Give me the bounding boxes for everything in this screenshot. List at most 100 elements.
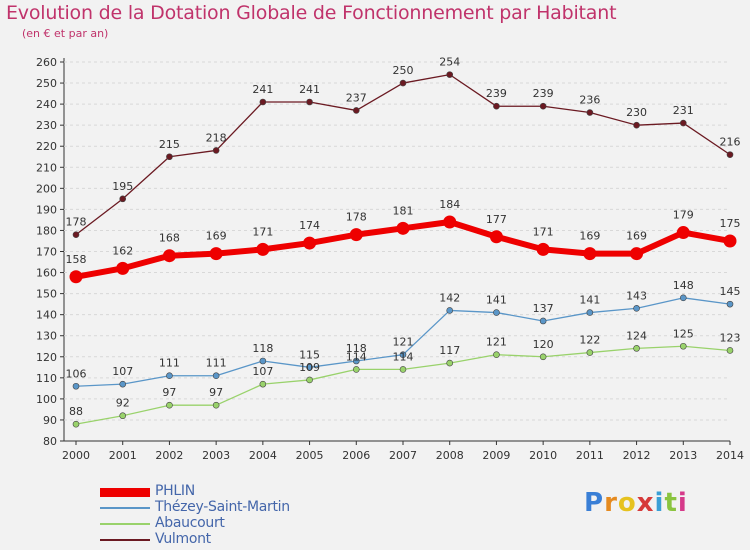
data-point: [212, 372, 220, 380]
x-tick-label: 2007: [389, 449, 417, 462]
data-point: [352, 107, 360, 114]
logo-letter: o: [617, 488, 637, 518]
legend-swatch: [100, 507, 150, 509]
data-label: 236: [579, 94, 600, 107]
x-tick-label: 2001: [109, 449, 137, 462]
data-point: [679, 342, 687, 350]
chart-subtitle: (en € et par an): [22, 27, 109, 40]
data-point: [399, 366, 407, 373]
data-point: [259, 380, 267, 388]
y-tick-label: 90: [43, 414, 57, 427]
data-point: [166, 153, 173, 161]
data-label: 254: [439, 56, 460, 69]
y-tick-label: 220: [36, 140, 57, 153]
y-tick-label: 230: [36, 119, 57, 132]
data-point: [446, 307, 454, 314]
y-tick-label: 200: [36, 182, 57, 195]
data-label: 120: [533, 338, 554, 351]
data-label: 118: [252, 342, 273, 355]
data-label: 123: [720, 331, 741, 344]
data-point: [679, 119, 687, 127]
data-label: 237: [346, 91, 367, 104]
y-tick-label: 240: [36, 98, 57, 111]
data-point: [633, 345, 640, 352]
legend-swatch: [100, 539, 150, 541]
data-point: [493, 102, 500, 110]
x-tick-label: 2009: [482, 449, 510, 462]
data-label: 179: [673, 209, 694, 222]
logo-letter: i: [677, 488, 688, 518]
data-point: [396, 221, 410, 235]
data-point: [119, 412, 127, 420]
data-point: [212, 401, 220, 409]
data-label: 178: [346, 211, 367, 224]
data-point: [630, 247, 644, 261]
data-point: [586, 349, 594, 356]
data-label: 177: [486, 213, 507, 226]
data-label: 121: [393, 336, 414, 349]
data-label: 241: [252, 83, 273, 96]
y-tick-label: 160: [36, 267, 57, 280]
data-point: [536, 242, 550, 256]
data-label: 115: [299, 348, 320, 361]
data-label: 169: [206, 230, 227, 243]
y-tick-label: 170: [36, 246, 57, 259]
data-point: [399, 351, 407, 358]
data-point: [723, 234, 737, 248]
y-tick-label: 250: [36, 77, 57, 90]
logo-letter: t: [664, 488, 678, 518]
data-label: 111: [159, 357, 180, 370]
legend-label: Abaucourt: [155, 515, 225, 531]
y-tick-label: 150: [36, 288, 57, 301]
data-label: 216: [720, 136, 741, 149]
logo-letter: r: [604, 488, 618, 518]
data-point: [256, 242, 270, 256]
data-label: 184: [439, 198, 460, 211]
data-label: 181: [393, 204, 414, 217]
logo-letter: P: [584, 488, 605, 518]
data-point: [212, 147, 220, 154]
data-point: [676, 226, 690, 240]
data-point: [539, 102, 547, 110]
data-point: [446, 71, 454, 78]
data-label: 178: [66, 216, 87, 229]
data-label: 145: [720, 285, 741, 298]
data-point: [72, 382, 80, 390]
y-tick-label: 180: [36, 224, 57, 237]
data-label: 118: [346, 342, 367, 355]
data-label: 231: [673, 104, 694, 117]
data-label: 239: [533, 87, 554, 100]
logo-letter: x: [636, 488, 655, 518]
data-label: 88: [69, 405, 83, 418]
data-point: [726, 151, 734, 158]
data-label: 141: [579, 294, 600, 307]
data-label: 174: [299, 219, 320, 232]
data-label: 125: [673, 327, 694, 340]
data-label: 169: [579, 230, 600, 243]
data-label: 230: [626, 106, 647, 119]
chart-title: Evolution de la Dotation Globale de Fonc…: [6, 2, 617, 24]
data-point: [69, 270, 83, 284]
data-label: 215: [159, 138, 180, 151]
data-point: [119, 380, 127, 388]
data-point: [586, 309, 594, 316]
data-point: [72, 231, 80, 238]
data-point: [162, 249, 176, 263]
x-tick-label: 2000: [62, 449, 90, 462]
data-point: [443, 215, 457, 229]
data-point: [399, 79, 407, 87]
x-tick-label: 2002: [155, 449, 183, 462]
data-point: [539, 353, 547, 361]
data-label: 171: [252, 225, 273, 238]
data-label: 250: [393, 64, 414, 77]
data-point: [306, 376, 313, 384]
legend-swatch: [100, 487, 150, 497]
data-label: 111: [206, 357, 227, 370]
x-tick-label: 2006: [342, 449, 370, 462]
x-tick-label: 2013: [669, 449, 697, 462]
data-label: 117: [439, 344, 460, 357]
data-point: [726, 347, 734, 354]
data-point: [306, 98, 313, 106]
data-label: 175: [720, 217, 741, 230]
